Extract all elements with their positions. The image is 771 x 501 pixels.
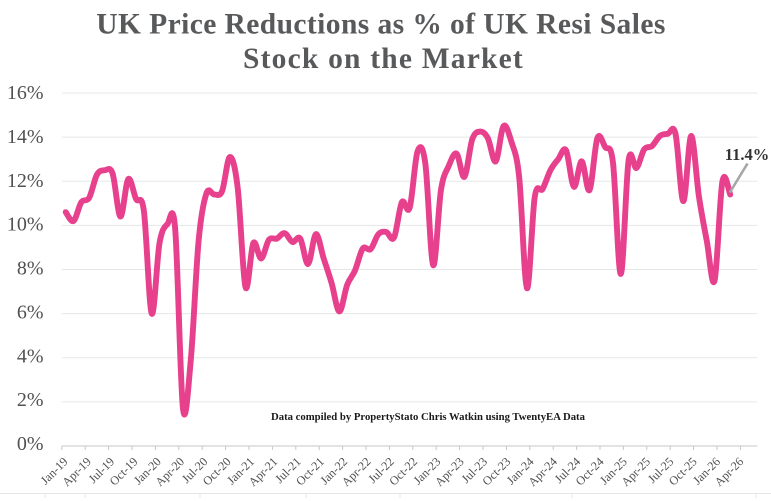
svg-text:8%: 8% [17,258,44,280]
svg-text:10%: 10% [7,214,44,236]
svg-text:6%: 6% [17,301,44,323]
svg-text:0%: 0% [17,433,44,455]
svg-text:4%: 4% [17,345,44,367]
svg-text:2%: 2% [17,389,44,411]
svg-text:Data compiled by PropertyStato: Data compiled by PropertyStato Chris Wat… [271,411,586,423]
svg-text:12%: 12% [7,170,44,192]
svg-text:16%: 16% [7,82,44,104]
svg-text:11.4%: 11.4% [725,145,769,164]
svg-text:Stock on the Market: Stock on the Market [243,43,524,75]
svg-text:14%: 14% [7,126,44,148]
svg-text:UK Price Reductions as % of UK: UK Price Reductions as % of UK Resi Sale… [96,9,665,41]
